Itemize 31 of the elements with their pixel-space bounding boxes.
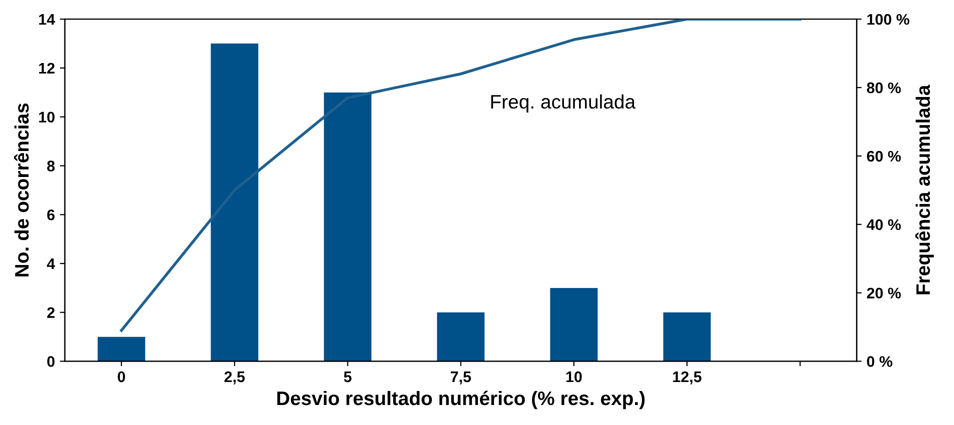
y-axis-title: No. de ocorrências xyxy=(14,103,29,276)
x-tick-label: 5 xyxy=(344,372,352,382)
y2-axis-title: Frequência acumulada xyxy=(915,84,934,294)
bar xyxy=(324,92,372,362)
x-axis-title: Desvio resultado numérico (% res. exp.) xyxy=(277,390,645,410)
y2-tick-label: 0 % xyxy=(867,356,892,367)
y2-tick-label: 80 % xyxy=(866,82,901,94)
bar xyxy=(663,312,711,362)
annotation: Freq. acumulada xyxy=(491,94,636,113)
x-tick-label: 7,5 xyxy=(450,372,471,384)
y-tick-label: 4 xyxy=(46,258,56,270)
x-tick-label: 0 xyxy=(118,371,126,382)
y2-tick-label: 20 % xyxy=(866,288,901,299)
y2-tick-label: 40 % xyxy=(866,219,901,230)
x-tick-label: 2,5 xyxy=(224,371,245,384)
y-tick-label: 14 xyxy=(39,14,56,25)
y-tick-label: 12 xyxy=(39,62,55,74)
y-tick-label: 6 xyxy=(47,209,55,220)
bar xyxy=(437,312,485,362)
bar xyxy=(98,336,146,362)
bar xyxy=(210,44,258,362)
y2-tick-label: 100 % xyxy=(867,14,910,25)
x-tick-label: 10 xyxy=(566,371,582,382)
y-tick-label: 2 xyxy=(47,307,55,318)
bar xyxy=(550,288,598,362)
y2-tick-label: 60 % xyxy=(866,150,901,162)
y-tick-label: 0 xyxy=(47,356,55,367)
x-tick-label: 12,5 xyxy=(673,371,702,384)
y-tick-label: 10 xyxy=(39,112,55,123)
y-tick-label: 8 xyxy=(47,160,55,172)
line-series xyxy=(120,19,802,332)
